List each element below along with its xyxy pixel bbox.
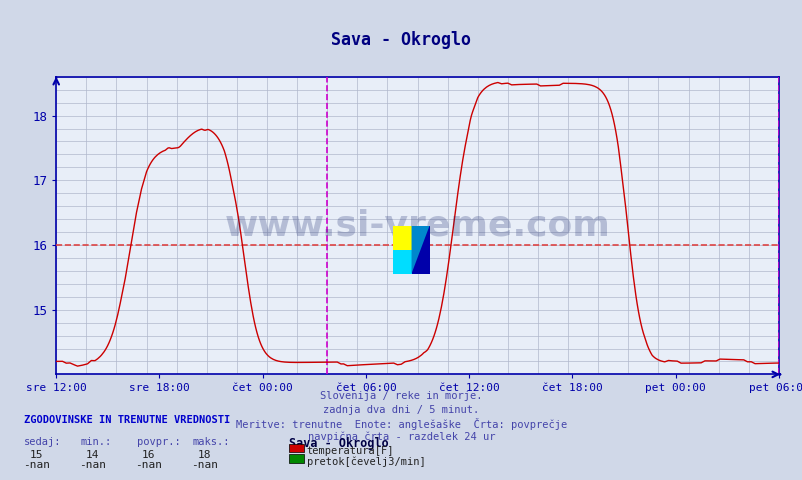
Text: zadnja dva dni / 5 minut.: zadnja dva dni / 5 minut. [323, 405, 479, 415]
Bar [411, 226, 429, 274]
Text: -nan: -nan [191, 460, 218, 470]
Text: min.:: min.: [80, 437, 111, 447]
Text: sedaj:: sedaj: [24, 437, 62, 447]
Text: Sava - Okroglo: Sava - Okroglo [331, 31, 471, 49]
Text: Meritve: trenutne  Enote: anglešaške  Črta: povprečje: Meritve: trenutne Enote: anglešaške Črta… [236, 418, 566, 430]
Text: www.si-vreme.com: www.si-vreme.com [225, 209, 610, 242]
Text: navpična črta - razdelek 24 ur: navpična črta - razdelek 24 ur [307, 432, 495, 442]
Polygon shape [411, 226, 429, 274]
Text: povpr.:: povpr.: [136, 437, 180, 447]
Text: maks.:: maks.: [192, 437, 230, 447]
Text: -nan: -nan [22, 460, 50, 470]
Text: temperatura[F]: temperatura[F] [306, 446, 394, 456]
Text: 15: 15 [30, 450, 43, 460]
Text: Slovenija / reke in morje.: Slovenija / reke in morje. [320, 391, 482, 401]
Bar [393, 226, 411, 250]
Text: ZGODOVINSKE IN TRENUTNE VREDNOSTI: ZGODOVINSKE IN TRENUTNE VREDNOSTI [24, 415, 230, 425]
Text: Sava - Okroglo: Sava - Okroglo [289, 437, 388, 450]
Bar [393, 250, 411, 274]
Text: 16: 16 [142, 450, 155, 460]
Text: 14: 14 [86, 450, 99, 460]
Text: -nan: -nan [79, 460, 106, 470]
Text: pretok[čevelj3/min]: pretok[čevelj3/min] [306, 457, 425, 468]
Text: -nan: -nan [135, 460, 162, 470]
Text: 18: 18 [198, 450, 211, 460]
